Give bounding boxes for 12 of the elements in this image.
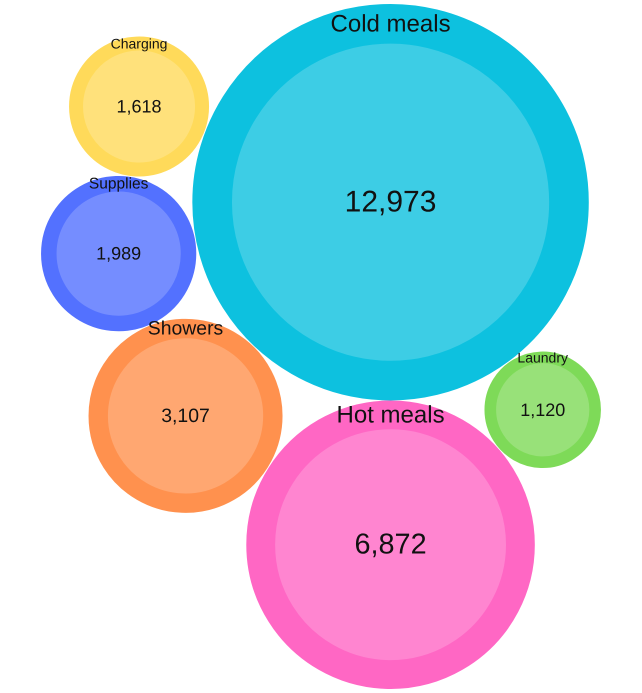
category-label: Supplies [88, 175, 149, 192]
data-label: 12,973 [344, 186, 436, 219]
category-label: Laundry [517, 349, 568, 366]
data-label: 6,872 [354, 528, 427, 561]
data-label: 1,989 [96, 244, 142, 264]
category-label: Hot meals [336, 401, 445, 428]
category-label: Showers [148, 318, 224, 340]
data-label: 3,107 [161, 404, 210, 427]
data-label: 1,120 [520, 400, 566, 420]
category-label: Charging [110, 36, 168, 52]
category-label: Cold meals [330, 10, 451, 38]
data-label: 1,618 [116, 96, 162, 117]
